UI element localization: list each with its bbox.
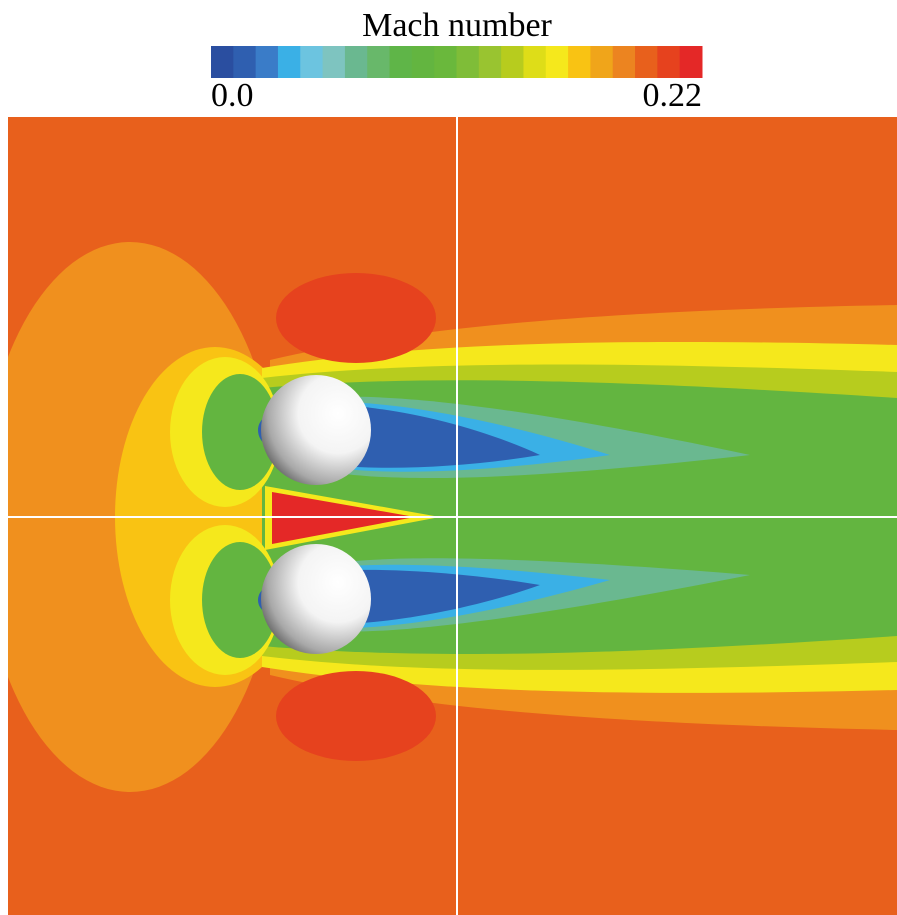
- figure: Mach number 0.0 0.22: [0, 0, 897, 915]
- colorbar-segment: [523, 46, 546, 78]
- colorbar-segment: [211, 46, 234, 78]
- colorbar-segment: [568, 46, 591, 78]
- colorbar-segment: [412, 46, 435, 78]
- contour-region: [276, 671, 436, 761]
- colorbar-segment: [457, 46, 480, 78]
- page: {"colorbar": {"title": "Mach number", "l…: [0, 0, 897, 915]
- colorbar-segment: [323, 46, 346, 78]
- cylinder: [261, 375, 371, 485]
- colorbar: 0.0 0.22: [211, 46, 703, 114]
- colorbar-segment: [345, 46, 368, 78]
- contour-region: [276, 273, 436, 363]
- colorbar-tick-label: 0.22: [643, 77, 703, 114]
- colorbar-segment: [479, 46, 502, 78]
- colorbar-segment: [613, 46, 636, 78]
- colorbar-segment: [367, 46, 390, 78]
- colorbar-segment: [501, 46, 524, 78]
- colorbar-title: Mach number: [362, 7, 552, 44]
- colorbar-tick-label: 0.0: [211, 77, 254, 114]
- colorbar-segment: [278, 46, 301, 78]
- colorbar-segment: [680, 46, 703, 78]
- colorbar-segment: [300, 46, 323, 78]
- cylinder: [261, 544, 371, 654]
- colorbar-segment: [657, 46, 680, 78]
- colorbar-segment: [546, 46, 569, 78]
- colorbar-segment: [233, 46, 256, 78]
- colorbar-segment: [390, 46, 413, 78]
- colorbar-segment: [434, 46, 457, 78]
- colorbar-segment: [635, 46, 658, 78]
- colorbar-segment: [590, 46, 613, 78]
- contour-field: [0, 117, 897, 915]
- colorbar-segment: [256, 46, 279, 78]
